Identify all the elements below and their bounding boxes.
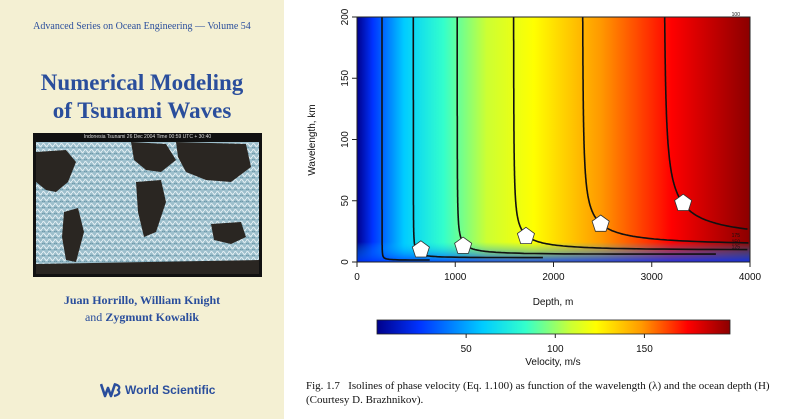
y-tick-label: 150: [340, 69, 351, 86]
y-tick-label: 200: [340, 8, 351, 25]
tsunami-map: Indonesia Tsunami 26 Dec 2004 Time 00:59…: [33, 133, 262, 277]
caption-label: Fig. 1.7: [306, 380, 340, 392]
isoline-150: [581, 17, 749, 244]
y-tick-label: 0: [340, 259, 351, 265]
pentagon-marker: [591, 214, 610, 232]
x-tick-label: 2000: [542, 272, 565, 283]
isoline-50: [381, 17, 430, 261]
isoline-175: [663, 17, 748, 230]
isoline-label-125: 125: [732, 245, 741, 251]
markers: [411, 193, 693, 258]
pentagon-marker: [674, 193, 693, 211]
y-axis-label: Wavelength, km: [307, 104, 318, 175]
series-title: Advanced Series on Ocean Engineering — V…: [33, 21, 251, 32]
pentagon-marker: [411, 240, 430, 258]
isoline-125: [512, 17, 748, 251]
pentagon-marker: [454, 236, 473, 254]
pentagon-marker: [516, 226, 535, 245]
x-axis-label: Depth, m: [533, 297, 574, 308]
y-axis: 0 50 100 150 200: [340, 8, 357, 265]
publisher-name: World Scientific: [125, 383, 216, 397]
x-tick-label: 4000: [739, 272, 762, 283]
authors-line2: and Zygmunt Kowalik: [0, 310, 284, 325]
authors-line2-name: Zygmunt Kowalik: [105, 310, 199, 324]
book-cover: Advanced Series on Ocean Engineering — V…: [0, 0, 284, 419]
world-scientific-logo-icon: [100, 382, 121, 398]
x-axis: 0 1000 2000 3000 4000: [354, 262, 762, 283]
x-tick-label: 0: [354, 272, 360, 283]
isoline-label-175: 175: [732, 233, 741, 239]
heatmap-field: [357, 17, 750, 262]
authors-line1: Juan Horrillo, William Knight: [63, 293, 221, 307]
publisher: World Scientific: [100, 382, 215, 398]
isolines: [381, 17, 749, 261]
colorbar-ticks: 50 100 150: [461, 334, 653, 355]
isoline-label-150: 150: [732, 239, 741, 245]
y-tick-label: 100: [340, 131, 351, 148]
y-tick-label: 50: [340, 195, 351, 207]
tsunami-map-image: [36, 142, 259, 274]
x-tick-label: 1000: [444, 272, 467, 283]
colorbar-tick-label: 150: [636, 344, 653, 355]
colorbar-label: Velocity, m/s: [525, 357, 580, 368]
authors-and: and: [84, 310, 103, 324]
colorbar-tick-label: 100: [547, 344, 564, 355]
isoline-label-100: 100: [732, 12, 741, 18]
colorbar: 50 100 150 Velocity, m/s: [376, 319, 731, 368]
colorbar-tick-label: 50: [461, 344, 473, 355]
book-title-line2: of Tsunami Waves: [52, 98, 232, 123]
x-tick-label: 3000: [641, 272, 664, 283]
map-caption: Indonesia Tsunami 26 Dec 2004 Time 00:59…: [83, 134, 212, 140]
figure-caption: Fig. 1.7 Isolines of phase velocity (Eq.…: [306, 379, 794, 407]
caption-text: Isolines of phase velocity (Eq. 1.100) a…: [306, 380, 770, 406]
colorbar-gradient: [376, 319, 731, 335]
book-title-line1: Numerical Modeling: [40, 70, 244, 95]
